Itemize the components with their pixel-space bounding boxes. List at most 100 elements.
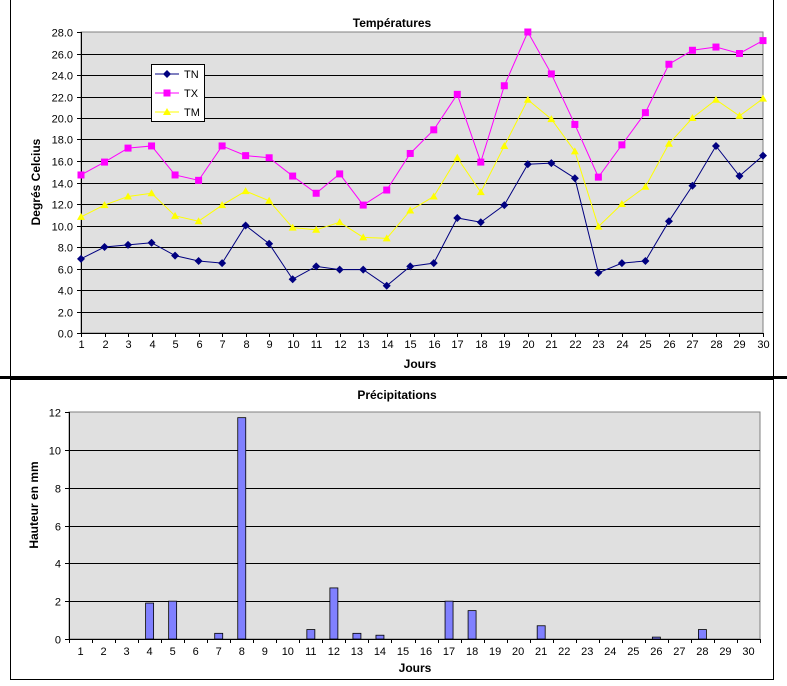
temperature-y-tick-label: 10.0 [52, 222, 73, 234]
series-line-tm [80, 98, 764, 239]
data-point-tm [500, 141, 509, 149]
data-point-tx [547, 70, 555, 78]
data-point-tx [406, 149, 414, 157]
data-point-tm [453, 153, 462, 161]
legend-label-tn: TN [184, 69, 199, 81]
temperature-x-tick-label: 3 [125, 339, 131, 351]
data-point-tx [430, 126, 438, 134]
precipitation-x-tick-label: 30 [742, 646, 754, 658]
temperature-x-tick-label: 19 [498, 339, 510, 351]
data-point-tm [100, 201, 109, 209]
data-point-tm [594, 222, 603, 230]
precipitation-x-tick-label: 17 [443, 646, 455, 658]
temperature-chart: Températures Degrés Celcius Jours 0.0 2.0… [29, 16, 770, 371]
data-point-tn [617, 259, 626, 268]
temperature-y-axis-label: Degrés Celcius [29, 138, 43, 225]
precipitation-x-tick-label: 24 [604, 646, 616, 658]
temperature-x-tick-label: 9 [266, 339, 272, 351]
precipitation-chart-title: Précipitations [357, 388, 437, 402]
data-point-tm [241, 187, 250, 195]
data-point-tm [523, 95, 532, 103]
precipitation-bar [352, 632, 362, 640]
precipitation-bar [214, 632, 224, 640]
temperature-x-tick-label: 24 [616, 339, 628, 351]
data-point-tm [547, 115, 556, 123]
precipitation-x-tick-label: 20 [512, 646, 524, 658]
temperature-y-tick-label: 4.0 [58, 286, 73, 298]
precipitation-x-tick-label: 10 [282, 646, 294, 658]
temperature-y-tick-label: 22.0 [52, 93, 73, 105]
temperature-y-tick-label: 26.0 [52, 50, 73, 62]
data-point-tx [665, 60, 673, 68]
precipitation-x-tick-label: 8 [239, 646, 245, 658]
temperature-y-tick-label: 0.0 [58, 329, 73, 341]
precipitation-y-tick-label: 4 [55, 559, 61, 571]
precipitation-y-axis-label: Hauteur en mm [27, 461, 41, 548]
precipitation-x-axis-label: Jours [399, 661, 432, 675]
temperature-y-tick-label: 12.0 [52, 200, 73, 212]
data-point-tn [500, 201, 509, 210]
data-point-tm [77, 212, 85, 220]
data-point-tx [312, 189, 320, 197]
precipitation-x-tick-label: 29 [719, 646, 731, 658]
precipitation-bar [467, 610, 477, 640]
legend-marker-tn [163, 70, 171, 78]
data-point-tm [759, 94, 767, 102]
temperature-y-tick-label: 2.0 [58, 308, 73, 320]
precipitation-y-tick-label: 12 [49, 408, 61, 420]
data-point-tn [570, 174, 579, 183]
data-point-tn [241, 221, 250, 230]
temperature-x-tick-label: 13 [357, 339, 369, 351]
data-point-tx [594, 173, 602, 181]
data-point-tn [429, 259, 438, 268]
data-point-tn [523, 160, 532, 169]
data-point-tn [735, 172, 744, 181]
data-point-tm [711, 95, 720, 103]
temperature-x-tick-label: 15 [404, 339, 416, 351]
temperature-x-tick-label: 7 [219, 339, 225, 351]
precipitation-x-tick-label: 7 [216, 646, 222, 658]
precipitation-x-tick-label: 11 [305, 646, 316, 658]
data-point-tx [500, 82, 508, 90]
temperature-x-tick-label: 22 [569, 339, 581, 351]
data-point-tm [312, 225, 321, 233]
data-point-tx [641, 109, 649, 117]
precipitation-x-tick-label: 19 [489, 646, 501, 658]
temperature-x-tick-label: 21 [545, 339, 557, 351]
temperature-x-tick-label: 30 [757, 339, 769, 351]
data-point-tn [265, 239, 274, 248]
precipitation-y-tick-label: 2 [55, 597, 61, 609]
precipitation-x-tick-label: 12 [328, 646, 340, 658]
data-point-tn [288, 275, 297, 284]
temperature-y-tick-label: 28.0 [52, 28, 73, 40]
legend-marker-tm [163, 108, 171, 115]
temperature-x-tick-label: 27 [686, 339, 698, 351]
data-point-tm [476, 188, 485, 196]
data-point-tm [147, 189, 156, 197]
data-point-tn [77, 254, 85, 263]
legend-label-tm: TM [184, 107, 200, 119]
precipitation-bar [444, 600, 454, 640]
precipitation-x-tick-label: 16 [420, 646, 432, 658]
data-point-tx [618, 141, 626, 149]
precipitation-x-tick-label: 6 [193, 646, 199, 658]
temperature-y-tick-label: 18.0 [52, 135, 73, 147]
data-point-tx [101, 158, 109, 166]
temperature-x-tick-label: 8 [243, 339, 249, 351]
data-point-tm [688, 114, 697, 121]
precipitation-x-tick-label: 9 [262, 646, 268, 658]
data-point-tn [312, 262, 321, 271]
temperature-y-tick-label: 8.0 [58, 243, 73, 255]
temperature-x-tick-label: 25 [639, 339, 651, 351]
data-point-tx [171, 171, 179, 179]
precipitation-x-tick-label: 13 [351, 646, 363, 658]
precipitation-bar [329, 587, 339, 640]
data-point-tm [218, 201, 227, 209]
temperature-y-tick-label: 20.0 [52, 114, 73, 126]
temperature-x-tick-label: 2 [102, 339, 108, 351]
precipitation-y-tick-label: 6 [55, 522, 61, 534]
temperature-y-tick-label: 6.0 [58, 265, 73, 277]
precipitation-x-tick-label: 14 [374, 646, 386, 658]
data-point-tx [148, 142, 156, 150]
